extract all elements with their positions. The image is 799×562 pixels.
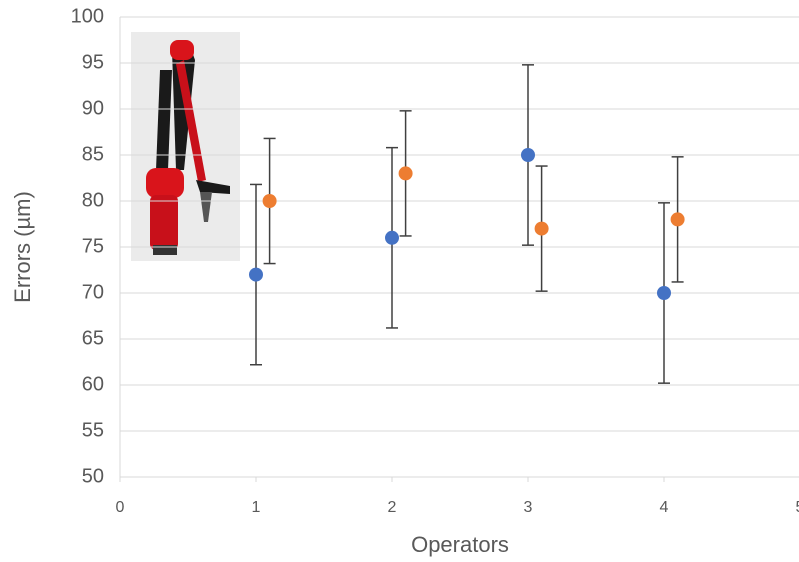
x-tick-label: 1 (252, 499, 261, 516)
y-tick-label: 80 (82, 189, 104, 211)
point (262, 194, 277, 208)
x-tick-label: 0 (116, 499, 125, 516)
point (534, 221, 549, 236)
device-photo (131, 32, 240, 261)
y-tick-label: 85 (82, 143, 104, 165)
y-axis-title: Errors (µm) (10, 191, 35, 303)
y-tick-label: 60 (82, 373, 104, 395)
point (249, 267, 263, 282)
y-tick-label: 95 (82, 51, 104, 73)
point (670, 212, 685, 227)
point (398, 166, 413, 181)
y-tick-label: 55 (82, 419, 104, 441)
x-axis-title: Operators (411, 532, 509, 557)
y-tick-label: 50 (82, 465, 104, 487)
x-tick-label: 3 (524, 499, 533, 516)
x-tick-label: 4 (660, 499, 669, 516)
y-tick-label: 70 (82, 281, 104, 303)
x-tick-label: 2 (388, 499, 397, 516)
point (657, 286, 671, 300)
point (521, 148, 535, 162)
point (385, 230, 399, 245)
y-tick-label: 75 (82, 235, 104, 257)
y-tick-label: 65 (82, 327, 104, 349)
y-tick-label: 100 (71, 5, 104, 27)
x-tick-label: 5 (796, 499, 799, 516)
y-tick-label: 90 (82, 97, 104, 119)
